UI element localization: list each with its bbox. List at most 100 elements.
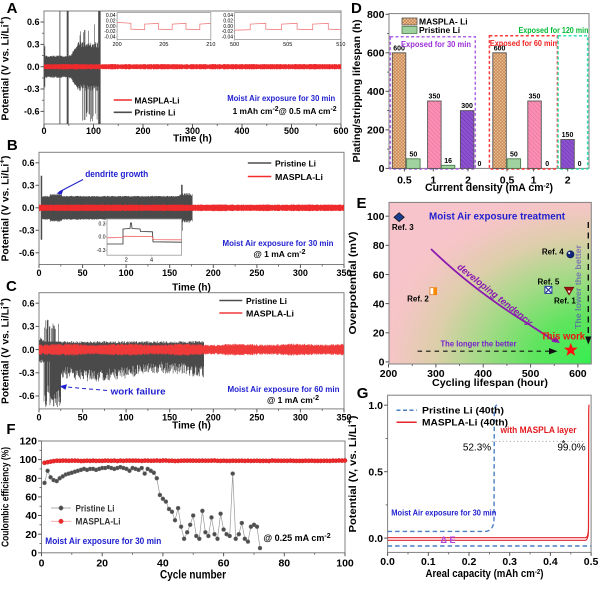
svg-text:2: 2	[465, 174, 471, 186]
svg-text:1 mAh cm-2@ 0.5 mA cm-2: 1 mAh cm-2@ 0.5 mA cm-2	[233, 106, 337, 117]
svg-text:0.0: 0.0	[27, 62, 40, 72]
svg-text:Moist Air exposure for 60 min: Moist Air exposure for 60 min	[228, 385, 340, 394]
svg-text:4: 4	[150, 258, 153, 264]
svg-text:0.00: 0.00	[106, 24, 116, 30]
svg-text:*: *	[562, 438, 566, 448]
svg-text:0.3: 0.3	[27, 40, 40, 50]
svg-text:0.4: 0.4	[543, 556, 558, 568]
svg-text:500: 500	[522, 368, 540, 380]
svg-text:20: 20	[373, 328, 385, 340]
svg-text:600: 600	[367, 47, 385, 59]
svg-text:Ref. 5: Ref. 5	[538, 278, 560, 287]
svg-text:2: 2	[125, 258, 128, 264]
svg-text:0.04: 0.04	[223, 13, 233, 19]
svg-text:1: 1	[531, 174, 537, 186]
svg-text:A: A	[7, 0, 18, 17]
svg-text:@ 0.25 mA cm-2: @ 0.25 mA cm-2	[263, 533, 330, 544]
svg-text:Pristine Li: Pristine Li	[135, 108, 176, 118]
svg-text:20: 20	[96, 558, 108, 570]
svg-text:-0.6: -0.6	[19, 248, 35, 258]
svg-text:0.0: 0.0	[368, 533, 383, 545]
svg-text:MASPLA-Li: MASPLA-Li	[275, 172, 323, 182]
svg-text:-0.02: -0.02	[222, 29, 234, 35]
svg-text:0.04: 0.04	[106, 13, 116, 19]
svg-text:work failure: work failure	[110, 386, 166, 397]
svg-text:200: 200	[206, 412, 221, 422]
svg-text:Current density (mA cm-2): Current density (mA cm-2)	[425, 182, 553, 194]
svg-text:100: 100	[336, 558, 354, 570]
svg-text:600: 600	[333, 126, 348, 136]
svg-text:300: 300	[293, 268, 308, 278]
svg-text:300: 300	[427, 368, 445, 380]
svg-text:2: 2	[565, 174, 571, 186]
svg-text:200: 200	[380, 368, 398, 380]
svg-text:60: 60	[373, 269, 385, 281]
svg-text:0.0: 0.0	[22, 345, 35, 355]
svg-text:300: 300	[185, 126, 200, 136]
svg-text:0.6: 0.6	[22, 298, 35, 308]
svg-text:F: F	[6, 421, 15, 438]
svg-text:0.5: 0.5	[397, 174, 412, 186]
svg-text:0: 0	[36, 412, 41, 422]
svg-text:99.0%: 99.0%	[557, 442, 585, 453]
svg-text:210: 210	[206, 42, 215, 48]
svg-text:350: 350	[529, 94, 541, 101]
svg-text:350: 350	[336, 412, 351, 422]
svg-text:Time (h): Time (h)	[172, 283, 211, 294]
svg-text:G: G	[357, 385, 369, 402]
svg-text:Δ E: Δ E	[441, 535, 456, 545]
svg-text:0.3: 0.3	[22, 181, 35, 191]
svg-text:0.3: 0.3	[22, 322, 35, 332]
svg-text:0.5: 0.5	[368, 466, 383, 478]
svg-text:80: 80	[278, 558, 290, 570]
svg-text:Exposed for 60 min: Exposed for 60 min	[490, 39, 557, 48]
svg-text:0.02: 0.02	[223, 18, 233, 24]
svg-text:40: 40	[25, 510, 37, 522]
svg-text:250: 250	[249, 268, 264, 278]
svg-text:60: 60	[25, 492, 37, 504]
svg-text:800: 800	[367, 9, 385, 21]
svg-text:0.3: 0.3	[99, 221, 106, 227]
svg-text:0: 0	[379, 357, 385, 369]
svg-text:0.00: 0.00	[223, 24, 233, 30]
svg-text:510: 510	[336, 42, 345, 48]
svg-text:1: 1	[430, 174, 436, 186]
svg-text:505: 505	[283, 42, 292, 48]
svg-text:-0.02: -0.02	[104, 29, 116, 35]
svg-text:B: B	[7, 137, 18, 154]
svg-text:0.6: 0.6	[27, 17, 40, 27]
svg-text:-0.6: -0.6	[24, 107, 40, 117]
svg-text:0: 0	[379, 163, 385, 175]
svg-text:Ref. 2: Ref. 2	[407, 295, 429, 304]
svg-text:600: 600	[569, 368, 587, 380]
svg-text:205: 205	[159, 42, 168, 48]
svg-text:-0.6: -0.6	[19, 391, 35, 401]
svg-text:D: D	[351, 0, 362, 17]
svg-text:0.0: 0.0	[380, 556, 395, 568]
svg-text:500: 500	[284, 126, 299, 136]
svg-text:0.0: 0.0	[22, 203, 35, 213]
svg-text:-0.3: -0.3	[24, 84, 40, 94]
svg-text:100: 100	[367, 211, 385, 223]
svg-text:0: 0	[31, 547, 37, 559]
svg-text:200: 200	[135, 126, 150, 136]
svg-text:The longer the better: The longer the better	[441, 339, 517, 348]
svg-text:with MASPLA layer: with MASPLA layer	[500, 425, 577, 435]
svg-text:Ref. 1: Ref. 1	[554, 296, 576, 305]
svg-text:200: 200	[113, 42, 122, 48]
svg-text:Moist Air exposure for 30 min: Moist Air exposure for 30 min	[45, 536, 161, 546]
svg-text:0: 0	[545, 161, 549, 168]
svg-text:100: 100	[119, 412, 134, 422]
svg-text:Pristine Li (40th): Pristine Li (40th)	[422, 405, 504, 415]
svg-text:-0.3: -0.3	[97, 248, 106, 254]
svg-text:Time (h): Time (h)	[173, 134, 212, 145]
svg-text:0.0: 0.0	[99, 235, 106, 241]
svg-text:52.3%: 52.3%	[463, 442, 491, 453]
svg-text:1.0: 1.0	[368, 400, 383, 412]
svg-text:0: 0	[36, 268, 41, 278]
svg-text:This work: This work	[541, 332, 585, 343]
svg-text:Cycling lifespan (hour): Cycling lifespan (hour)	[432, 377, 548, 389]
svg-text:Potential (V vs. Li/Li+): Potential (V vs. Li/Li+)	[0, 156, 12, 262]
svg-text:50: 50	[78, 412, 88, 422]
svg-text:16: 16	[444, 158, 452, 165]
